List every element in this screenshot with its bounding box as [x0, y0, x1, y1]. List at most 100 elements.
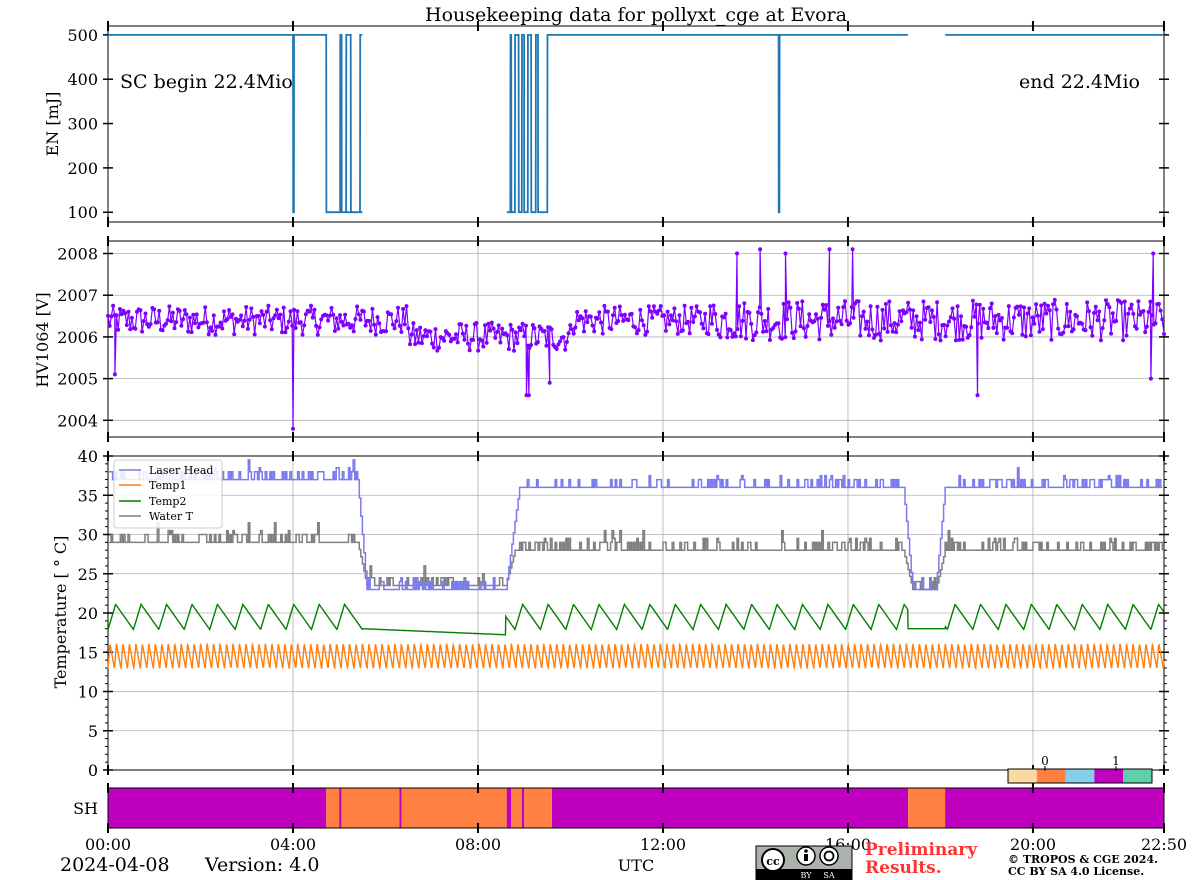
hv1064-point: [938, 338, 943, 343]
hv1064-point: [418, 325, 423, 330]
hv1064-point: [972, 314, 977, 319]
hv1064-point: [827, 319, 832, 324]
axes-frame: [107, 787, 1165, 829]
hv1064-point: [670, 318, 675, 323]
hv1064-point: [785, 317, 789, 322]
hv1064-point: [758, 247, 763, 252]
hv1064-point: [994, 331, 999, 336]
legend-label-temp2: Temp2: [149, 495, 186, 508]
energy-ylabel: EN [mJ]: [43, 92, 62, 157]
hv1064-point: [249, 306, 254, 311]
hv1064-point: [977, 302, 982, 307]
y-tick-label: 20: [78, 604, 98, 623]
hv1064-point: [812, 319, 817, 324]
hv1064-point: [343, 312, 348, 317]
hv1064-point: [831, 316, 835, 321]
hv1064-point: [460, 331, 465, 336]
hv1064-point: [1146, 310, 1151, 314]
hv1064-point: [967, 333, 972, 338]
hv1064-point: [600, 331, 605, 336]
hv1064-point: [423, 328, 428, 333]
hv1064-point: [959, 314, 963, 319]
hv1064-point: [754, 330, 759, 335]
hv1064-point: [993, 314, 998, 319]
hv1064-point: [640, 318, 644, 323]
hv1064-point: [573, 325, 578, 330]
hv1064-point: [1150, 313, 1155, 318]
hv1064-point: [882, 326, 887, 331]
hv1064-point: [747, 310, 752, 315]
hv1064-point: [877, 331, 882, 336]
hv1064-point: [783, 335, 788, 340]
date-label: 2024-04-08: [60, 854, 170, 876]
hv1064-point: [1105, 302, 1110, 307]
hv1064-point: [433, 327, 438, 332]
hv1064-point: [897, 309, 902, 314]
colorbar-tick-0: 0: [1041, 754, 1049, 768]
hv1064-point: [856, 299, 861, 304]
sh-panel: [107, 783, 1165, 833]
hv1064-point: [123, 311, 128, 316]
hv1064-point: [899, 319, 904, 324]
hv1064-point: [988, 306, 992, 311]
hv1064-point: [592, 329, 597, 334]
axes-frame: [107, 25, 1165, 223]
hv1064-point: [191, 312, 196, 317]
hv1064-point: [914, 314, 919, 319]
hv1064-point: [617, 304, 622, 309]
hv1064-point: [849, 305, 854, 310]
hv1064-point: [373, 332, 378, 337]
hv1064-point: [544, 343, 549, 348]
hv1064-point: [605, 309, 610, 314]
hv1064-point: [164, 321, 168, 326]
hv1064-point: [1054, 307, 1059, 312]
hv1064-point: [1018, 304, 1023, 309]
hv1064-point: [721, 315, 726, 320]
hv1064-point: [619, 313, 624, 318]
hv1064-point: [933, 337, 938, 341]
hv1064-point: [1093, 304, 1098, 309]
hv1064-point: [491, 326, 496, 331]
hv1064-point: [462, 337, 467, 342]
sh-status-segment: [341, 788, 400, 828]
hv1064-point: [597, 310, 602, 315]
hv1064-point: [1056, 326, 1061, 331]
hv1064-point: [520, 321, 525, 326]
hv1064-point: [571, 331, 576, 336]
hv1064-point: [256, 313, 261, 318]
hv1064-point: [796, 306, 801, 311]
energy-annotation-end: end 22.4Mio: [1019, 71, 1140, 93]
copyright-line-2: CC BY SA 4.0 License.: [1008, 865, 1144, 878]
hv1064-point: [815, 316, 820, 321]
hv1064-point: [602, 303, 607, 308]
hv1064-point: [955, 304, 960, 309]
hv1064-point: [303, 312, 308, 317]
hv1064-point: [1049, 337, 1054, 342]
hv1064-point: [1023, 334, 1028, 339]
y-tick-label: 10: [78, 683, 98, 702]
hv1064-point: [583, 309, 588, 314]
hv1064-point: [800, 299, 805, 304]
hv1064-point: [1052, 297, 1057, 302]
hv1064-point: [887, 299, 892, 304]
hv1064-point: [356, 312, 361, 317]
colorbar-swatch: [1065, 769, 1095, 783]
hv1064-point: [204, 320, 209, 325]
hv1064-point: [935, 300, 940, 305]
hv1064-point: [402, 322, 407, 327]
hv1064-point: [675, 331, 680, 336]
hv1064-point: [187, 315, 192, 320]
hv1064-point: [757, 305, 762, 310]
hv1064-point: [658, 304, 663, 309]
hv1064-point: [510, 327, 515, 332]
hv1064-point: [384, 329, 389, 334]
hv1064-point: [170, 310, 175, 315]
x-tick-label: 22:50: [1141, 835, 1187, 854]
sa-icon: [819, 846, 839, 866]
hv1064-point: [455, 340, 460, 345]
hv1064-point: [875, 304, 880, 309]
hv1064-point: [766, 307, 771, 311]
hv1064-point: [819, 315, 824, 320]
hv1064-point: [964, 324, 969, 329]
hv1064-point: [837, 318, 842, 323]
